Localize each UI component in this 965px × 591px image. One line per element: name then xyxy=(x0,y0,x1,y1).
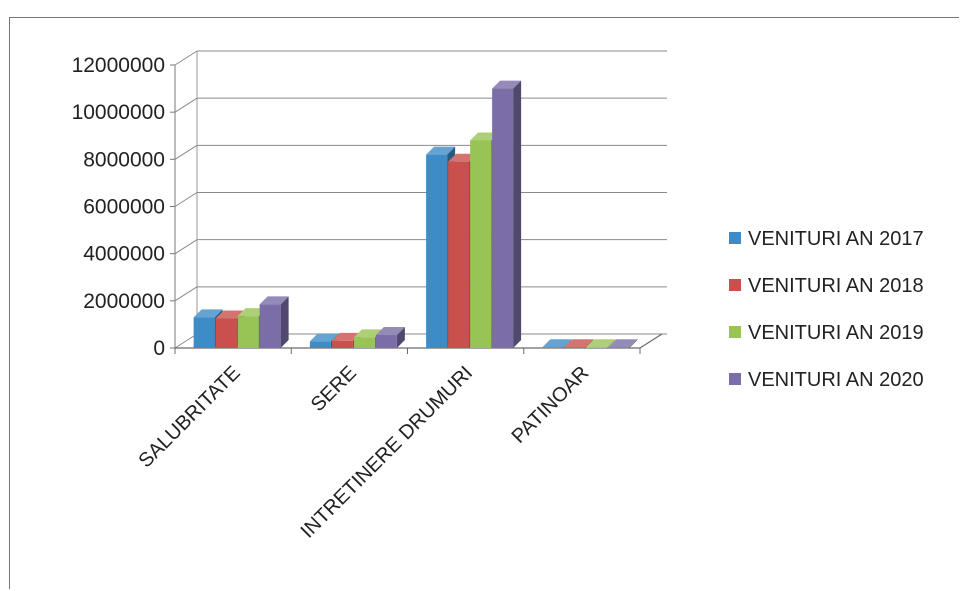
floor-right-edge xyxy=(639,333,663,349)
y-tick-label: 0 xyxy=(153,337,165,360)
legend-label: VENITURI AN 2017 xyxy=(748,228,924,250)
y-tick-label: 4000000 xyxy=(83,243,165,266)
x-tick-label: SALUBRITATE xyxy=(135,362,245,472)
chart-frame xyxy=(9,17,959,589)
gridline-floor xyxy=(174,97,198,113)
x-tick-label: SERE xyxy=(307,362,361,416)
legend-swatch xyxy=(729,279,741,291)
y-tick-label: 6000000 xyxy=(83,196,165,219)
bar-4-3 xyxy=(586,339,616,348)
bar-2-4 xyxy=(375,327,405,348)
bar-3-4 xyxy=(492,80,522,348)
legend-item: VENITURI AN 2017 xyxy=(729,228,924,250)
gridline-floor xyxy=(174,192,198,207)
legend-item: VENITURI AN 2019 xyxy=(729,322,924,344)
legend-swatch xyxy=(729,232,741,244)
gridline-floor xyxy=(174,50,198,66)
y-tick-label: 2000000 xyxy=(83,290,165,313)
bar-4-4 xyxy=(608,339,638,348)
bar-1-4 xyxy=(259,296,289,348)
gridline-floor xyxy=(174,144,198,160)
gridline-floor xyxy=(174,239,198,255)
y-tick-label: 8000000 xyxy=(83,148,165,171)
legend-item: VENITURI AN 2018 xyxy=(729,275,924,297)
y-tick-label: 12000000 xyxy=(72,54,165,77)
legend-swatch xyxy=(729,373,741,385)
bar-4-1 xyxy=(542,339,572,348)
x-tick-label: PATINOAR xyxy=(508,362,594,448)
legend-swatch xyxy=(729,326,741,338)
legend-label: VENITURI AN 2019 xyxy=(748,322,924,344)
bar-4-2 xyxy=(564,339,594,348)
gridline-floor xyxy=(174,286,198,302)
legend-label: VENITURI AN 2020 xyxy=(748,369,924,391)
legend-label: VENITURI AN 2018 xyxy=(748,275,924,297)
gridline-floor xyxy=(174,333,198,349)
y-tick-label: 10000000 xyxy=(72,101,165,124)
legend-item: VENITURI AN 2020 xyxy=(729,369,924,391)
